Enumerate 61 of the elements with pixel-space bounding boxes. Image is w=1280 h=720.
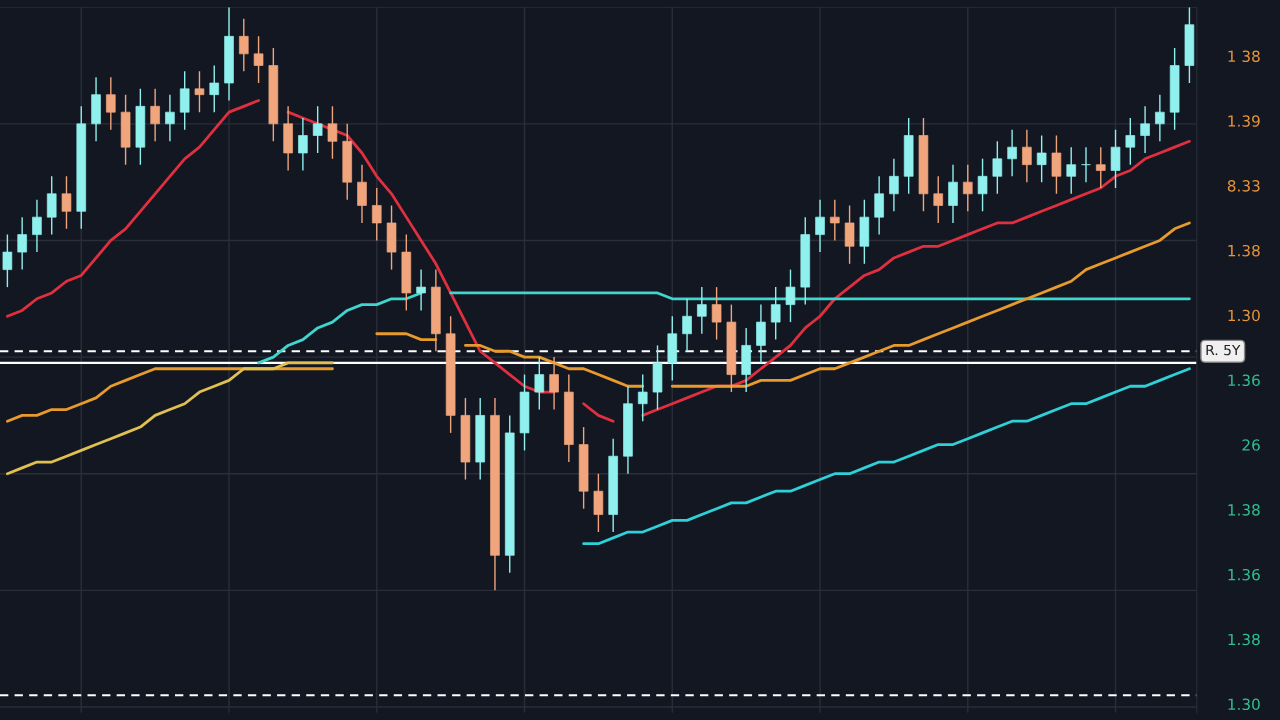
candlestick: [150, 88, 160, 143]
candlestick: [933, 175, 944, 224]
ref-line-label: R. 5Y: [1206, 344, 1241, 356]
candlestick: [1007, 128, 1017, 178]
candlestick: [61, 175, 72, 230]
candlestick: [534, 356, 545, 411]
candlestick: [209, 64, 220, 113]
candlestick: [17, 216, 27, 271]
text: 1.30: [1228, 309, 1260, 322]
text: 1.30: [1228, 698, 1260, 711]
candlestick: [1125, 117, 1136, 166]
candlestick: [179, 70, 190, 131]
candlestick: [756, 303, 766, 364]
candlestick: [637, 373, 648, 422]
candlestick: [682, 298, 692, 352]
text: 1.38: [1228, 633, 1260, 646]
candlestick: [416, 268, 426, 312]
candlestick: [239, 18, 249, 73]
candlestick: [593, 473, 604, 533]
text: 8.33: [1227, 180, 1260, 192]
candlestick: [371, 187, 382, 242]
text: 1.36: [1228, 374, 1260, 387]
candlestick: [1155, 93, 1165, 143]
candlestick: [165, 93, 175, 143]
candlestick: [1051, 134, 1062, 195]
candlestick: [46, 175, 57, 236]
candlestick: [194, 70, 205, 113]
text: 1.38: [1228, 504, 1260, 516]
candlestick: [253, 35, 264, 84]
candlestick: [357, 163, 367, 224]
text: 1.38: [1228, 244, 1260, 257]
text: 26: [1242, 439, 1260, 451]
candlestick: [697, 286, 707, 335]
text: 1.36: [1228, 568, 1260, 581]
candlestick: [327, 105, 338, 160]
candlestick: [830, 198, 840, 242]
candlestick: [1036, 134, 1047, 183]
candlestick: [963, 163, 973, 212]
text: 1.39: [1228, 115, 1260, 127]
candlestick: [770, 286, 781, 341]
candlestick: [106, 76, 116, 131]
candlestick: [1140, 105, 1150, 154]
candlestick: [815, 198, 825, 253]
candlestick: [298, 117, 308, 172]
candlestick: [1110, 128, 1121, 189]
candlestick: [312, 105, 323, 154]
candlestick: [948, 163, 958, 224]
candlestick: [1022, 128, 1032, 183]
candlestick: [992, 140, 1003, 195]
candlestick: [32, 198, 42, 253]
candlestick: [874, 175, 884, 236]
candlestick: [889, 158, 899, 212]
text: 1 38: [1228, 50, 1260, 63]
candlestick: [1095, 146, 1106, 189]
candlestick: [785, 268, 796, 323]
candlestick: [977, 158, 988, 212]
candlestick: [711, 286, 722, 341]
candlestick: [549, 356, 559, 411]
candlestick: [1066, 146, 1076, 195]
candlestick: [844, 204, 855, 265]
candlestick: [2, 233, 13, 288]
